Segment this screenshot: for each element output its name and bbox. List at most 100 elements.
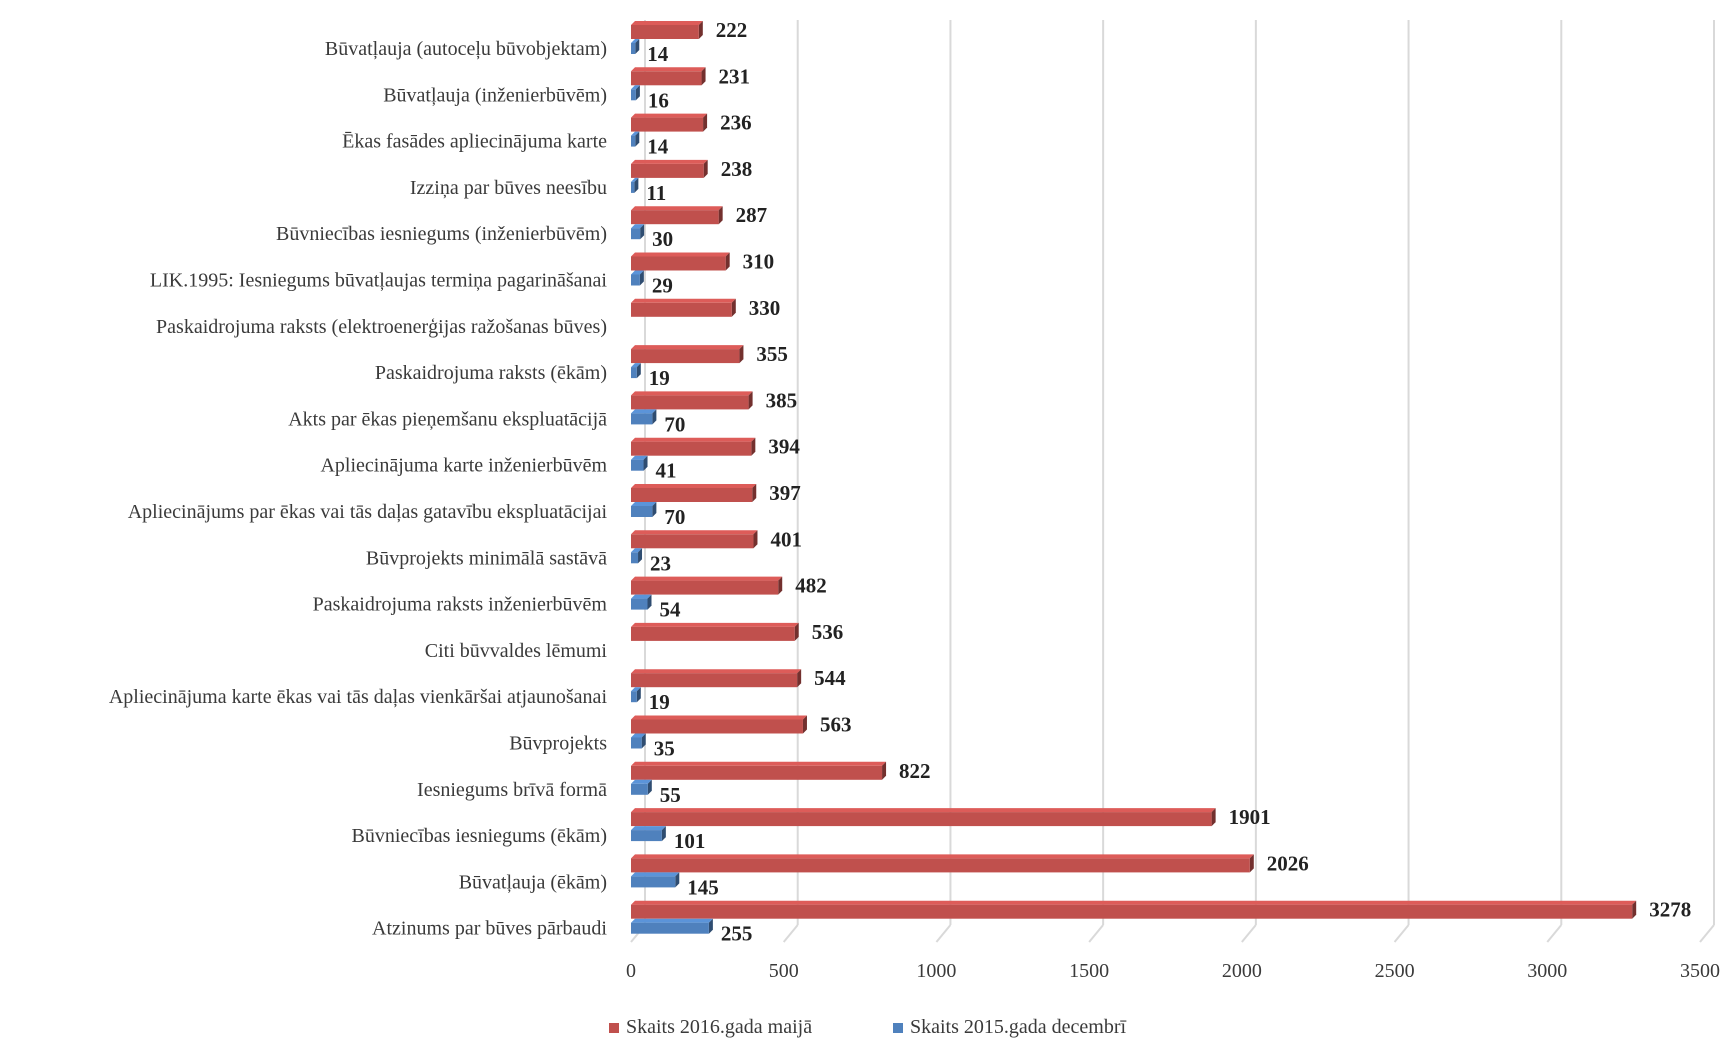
data-label-2015: 19 <box>649 690 670 714</box>
gridline-base <box>1546 924 1563 943</box>
category-label: Atzinums par būves pārbaudi <box>372 918 607 940</box>
bar-2015 <box>631 548 643 564</box>
x-axis-ticks: 0 500 1000 1500 2000 2500 3000 3500 <box>626 960 1720 982</box>
data-label-2015: 70 <box>664 505 685 529</box>
bar-2015 <box>631 733 646 749</box>
bar-2016 <box>631 21 703 39</box>
category-label: Akts par ēkas pieņemšanu ekspluatācijā <box>288 408 607 430</box>
bar-2016 <box>631 854 1254 873</box>
bar-2016 <box>631 761 887 780</box>
data-label-2016: 822 <box>899 759 931 783</box>
data-label-2015: 54 <box>659 598 681 622</box>
bar-2016 <box>631 67 706 86</box>
gridline-base <box>1699 924 1715 943</box>
bar-2016 <box>631 669 802 688</box>
bar-2016 <box>631 252 730 271</box>
data-label-2016: 397 <box>769 481 801 505</box>
bar-2015 <box>631 224 645 240</box>
gridline-base <box>1393 924 1410 943</box>
category-label: Apliecinājuma karte ēkas vai tās daļas v… <box>109 686 608 708</box>
category-label: LIK.1995: Iesniegums būvatļaujas termiņa… <box>150 270 608 292</box>
data-label-2016: 3278 <box>1649 898 1691 922</box>
legend-label: Skaits 2015.gada decembrī <box>910 1016 1126 1038</box>
category-label: Paskaidrojuma raksts (elektroenerģijas r… <box>156 316 607 338</box>
gridline-base <box>935 924 952 943</box>
bar-2016 <box>631 437 756 456</box>
category-label: Iesniegums brīvā formā <box>417 779 607 801</box>
data-label-2015: 14 <box>647 135 669 159</box>
data-label-2016: 310 <box>743 250 775 274</box>
bar-2015 <box>631 687 641 703</box>
data-label-2015: 19 <box>649 366 670 390</box>
x-tick-label: 0 <box>626 960 636 982</box>
data-label-2015: 101 <box>674 829 706 853</box>
bar-2016 <box>631 576 783 595</box>
data-label-2016: 563 <box>820 713 852 737</box>
bar-2016 <box>631 808 1216 827</box>
category-label: Izziņa par būves neesību <box>410 177 607 199</box>
data-label-2015: 23 <box>650 551 671 575</box>
category-labels: Būvatļauja (autoceļu būvobjektam) 222 14 Bū… <box>109 18 1691 946</box>
bar-2015 <box>631 409 657 425</box>
data-label-2016: 238 <box>721 157 753 181</box>
category-label: Paskaidrojuma raksts inženierbūvēm <box>313 594 608 616</box>
data-label-2016: 330 <box>749 296 781 320</box>
gridline-base <box>782 924 799 943</box>
legend-label: Skaits 2016.gada maijā <box>626 1016 812 1038</box>
legend: Skaits 2016.gada maijā Skaits 2015.gada d… <box>609 1016 1126 1038</box>
data-label-2016: 236 <box>720 111 752 135</box>
x-tick-label: 2000 <box>1222 960 1262 982</box>
category-label: Būvatļauja (inženierbūvēm) <box>383 84 607 106</box>
data-label-2015: 16 <box>648 88 669 112</box>
category-label: Būvniecības iesniegums (ēkām) <box>352 825 608 847</box>
bar-2015 <box>631 131 640 147</box>
category-label: Citi būvvaldes lēmumi <box>425 640 608 662</box>
category-label: Apliecinājuma karte inženierbūvēm <box>320 455 607 477</box>
data-label-2016: 222 <box>716 18 748 42</box>
bar-2015 <box>631 85 640 101</box>
data-label-2016: 394 <box>768 435 800 459</box>
x-tick-label: 3500 <box>1680 960 1720 982</box>
data-label-2015: 70 <box>664 412 685 436</box>
category-label: Būvprojekts <box>509 733 607 755</box>
bar-2016 <box>631 530 758 549</box>
data-label-2016: 401 <box>770 527 802 551</box>
data-label-2015: 35 <box>654 737 675 761</box>
data-label-2015: 255 <box>721 922 753 946</box>
bar-2015 <box>631 826 666 842</box>
category-label: Apliecinājums par ēkas vai tās daļas gat… <box>128 501 608 523</box>
bar-2016 <box>631 298 736 317</box>
legend-item: Skaits 2015.gada decembrī <box>893 1016 1126 1038</box>
data-label-2016: 536 <box>812 620 844 644</box>
x-tick-label: 1000 <box>916 960 956 982</box>
data-label-2015: 11 <box>646 181 666 205</box>
data-label-2015: 55 <box>660 783 681 807</box>
data-label-2015: 14 <box>647 42 669 66</box>
bar-2016 <box>631 484 757 502</box>
category-label: Paskaidrojuma raksts (ēkām) <box>375 362 607 384</box>
gridlines <box>630 20 1715 943</box>
data-label-2016: 1901 <box>1229 805 1271 829</box>
bar-2015 <box>631 270 644 286</box>
data-label-2015: 30 <box>652 227 673 251</box>
data-label-2016: 231 <box>719 64 751 88</box>
bar-2015 <box>631 872 680 888</box>
bar-2016 <box>631 900 1637 919</box>
data-label-2016: 385 <box>766 388 798 412</box>
category-label: Ēkas fasādes apliecinājuma karte <box>342 131 607 153</box>
gridline-base <box>1241 924 1257 943</box>
bar-2016 <box>631 622 799 641</box>
data-label-2015: 41 <box>656 459 677 483</box>
category-label: Būvatļauja (ēkām) <box>459 871 607 893</box>
legend-swatch <box>893 1023 903 1033</box>
x-tick-label: 2500 <box>1375 960 1415 982</box>
bar-2015 <box>631 594 652 610</box>
data-label-2015: 29 <box>652 274 673 298</box>
bar-2015 <box>631 455 648 471</box>
x-tick-label: 500 <box>769 960 799 982</box>
category-label: Būvprojekts minimālā sastāvā <box>366 547 607 569</box>
bars <box>631 21 1637 934</box>
bar-2015 <box>631 779 652 795</box>
bar-2016 <box>631 345 744 364</box>
